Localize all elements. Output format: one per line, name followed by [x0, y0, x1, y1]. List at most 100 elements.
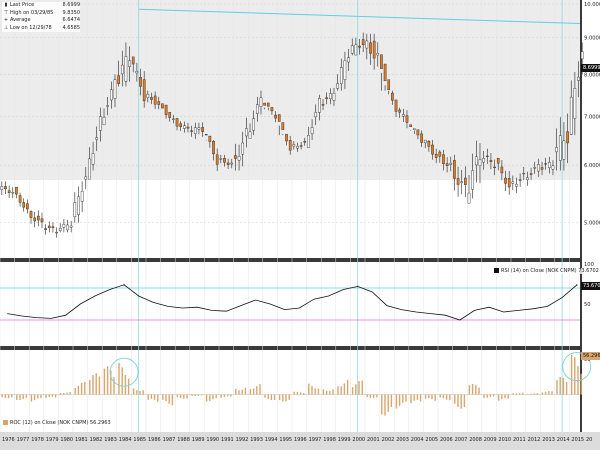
candle-body	[168, 112, 172, 118]
x-tick-label: 1981	[75, 437, 88, 443]
roc-bar	[259, 384, 261, 395]
x-tick-label: 1992	[236, 437, 249, 443]
roc-y-tick-label: 50	[584, 357, 591, 363]
candle-body	[577, 76, 580, 81]
x-tick-label: 2011	[513, 437, 526, 443]
roc-bar	[103, 368, 106, 395]
roc-bar	[220, 394, 222, 398]
roc-bar	[522, 392, 524, 395]
roc-bar	[168, 394, 170, 404]
roc-bar	[460, 394, 462, 409]
roc-bar	[457, 394, 459, 408]
candle-body	[172, 118, 175, 120]
roc-bar	[424, 394, 427, 399]
roc-bar	[19, 394, 21, 401]
roc-bar	[200, 394, 203, 396]
roc-bar	[486, 394, 488, 398]
roc-bar	[541, 392, 544, 395]
roc-bar	[51, 394, 54, 397]
roc-bar	[171, 394, 174, 406]
roc-bar	[428, 394, 430, 399]
roc-bar	[7, 394, 10, 399]
roc-bar	[230, 394, 232, 397]
x-tick-label: 2006	[440, 437, 453, 443]
candle-body	[380, 54, 383, 69]
candle-body	[113, 79, 117, 99]
candle-body	[343, 60, 347, 80]
candle-body	[55, 231, 58, 234]
candle-body	[438, 151, 442, 157]
candle-body	[186, 126, 190, 129]
candle-body	[212, 141, 215, 155]
roc-bar	[355, 384, 357, 395]
legend-entry-high: ⊤ High on 03/29/85 9.8350	[2, 10, 80, 18]
candle-body	[208, 135, 212, 142]
candle-body	[526, 177, 529, 181]
x-tick-label: 1997	[309, 437, 322, 443]
roc-bar	[89, 380, 91, 395]
candle-body	[453, 160, 456, 179]
roc-bar	[215, 394, 217, 399]
candle-body	[292, 144, 296, 147]
candle-body	[482, 158, 485, 163]
roc-bar	[278, 394, 281, 401]
roc-bar	[186, 394, 188, 399]
candle-body	[518, 179, 522, 181]
x-tick-label: 2005	[425, 437, 438, 443]
average-marker-icon: +	[3, 17, 9, 23]
roc-bar	[551, 391, 553, 395]
candle-body	[507, 178, 511, 188]
roc-bar	[536, 393, 539, 395]
roc-bar	[559, 376, 561, 395]
candle-body	[11, 192, 15, 194]
candle-body	[164, 104, 168, 115]
roc-bar	[223, 394, 226, 397]
roc-bar	[98, 376, 101, 395]
candle-body	[277, 114, 281, 122]
roc-bar	[299, 392, 302, 395]
y-tick-label: 7.0000	[584, 115, 600, 121]
candle-icon: ▮	[4, 2, 8, 8]
candle-body	[142, 79, 146, 102]
candle-body	[580, 51, 584, 60]
candle-body	[33, 217, 36, 222]
candle-body	[485, 155, 489, 157]
candle-body	[504, 177, 507, 184]
candle-body	[325, 97, 328, 100]
roc-bar	[285, 394, 287, 402]
roc-bar	[124, 374, 127, 395]
roc-bar	[518, 393, 521, 395]
candle-body	[215, 154, 219, 165]
roc-bar	[162, 394, 164, 400]
x-tick-label: 1979	[46, 437, 59, 443]
x-tick-label: 2015	[571, 437, 584, 443]
roc-bar	[95, 373, 97, 395]
x-tick-label: 1985	[133, 437, 146, 443]
roc-bar	[322, 389, 325, 395]
candle-body	[4, 186, 7, 190]
candle-body	[197, 127, 201, 130]
candle-body	[350, 45, 354, 54]
candle-body	[296, 145, 299, 149]
roc-bar	[11, 394, 13, 398]
roc-bar	[376, 394, 378, 398]
candle-body	[51, 226, 55, 228]
candle-body	[361, 39, 365, 46]
candle-body	[146, 93, 150, 98]
candle-body	[522, 172, 526, 175]
roc-bar	[369, 394, 372, 398]
candle-body	[332, 92, 336, 101]
y-tick-label: 9.0000	[584, 35, 600, 41]
roc-bar	[235, 388, 237, 395]
roc-bar	[527, 393, 529, 395]
roc-bar	[22, 394, 24, 400]
candle-body	[131, 56, 135, 65]
candle-body	[529, 173, 533, 175]
roc-bar	[449, 394, 451, 401]
roc-bar	[293, 391, 295, 395]
roc-bar	[113, 377, 115, 395]
candle-body	[537, 164, 540, 172]
high-marker-icon: ⊤	[3, 9, 9, 16]
roc-bar	[390, 394, 393, 407]
